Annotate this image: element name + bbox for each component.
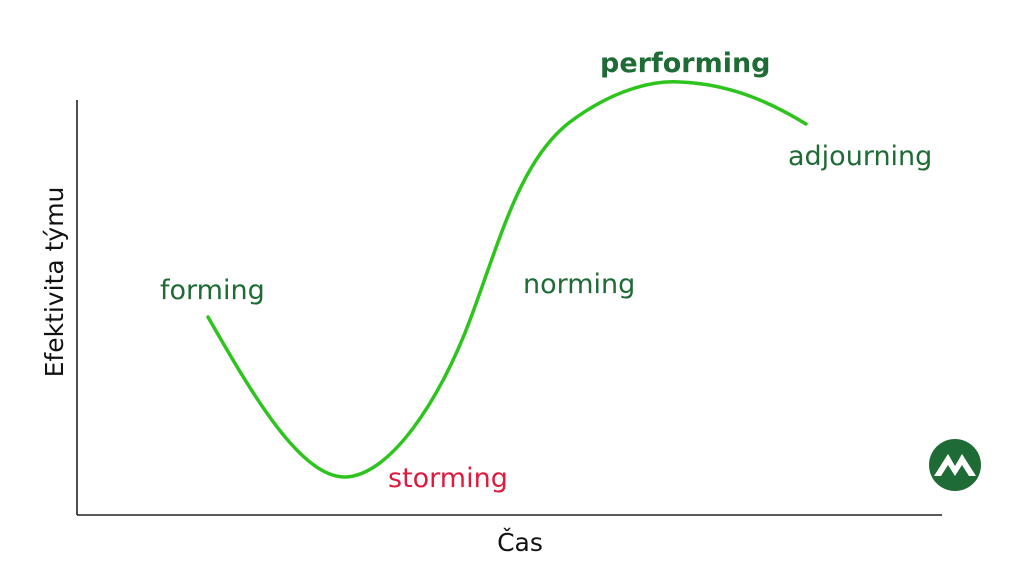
stage-label-adjourning: adjourning [788,141,932,172]
stage-label-forming: forming [160,275,265,306]
mountain-logo-icon [929,439,981,491]
x-axis-title: Čas [497,527,543,557]
stage-label-performing: performing [600,48,771,79]
stage-label-norming: norming [523,269,635,300]
y-axis-title: Efektivita týmu [40,187,69,378]
stage-label-storming: storming [388,463,508,494]
effectiveness-curve [206,80,808,479]
